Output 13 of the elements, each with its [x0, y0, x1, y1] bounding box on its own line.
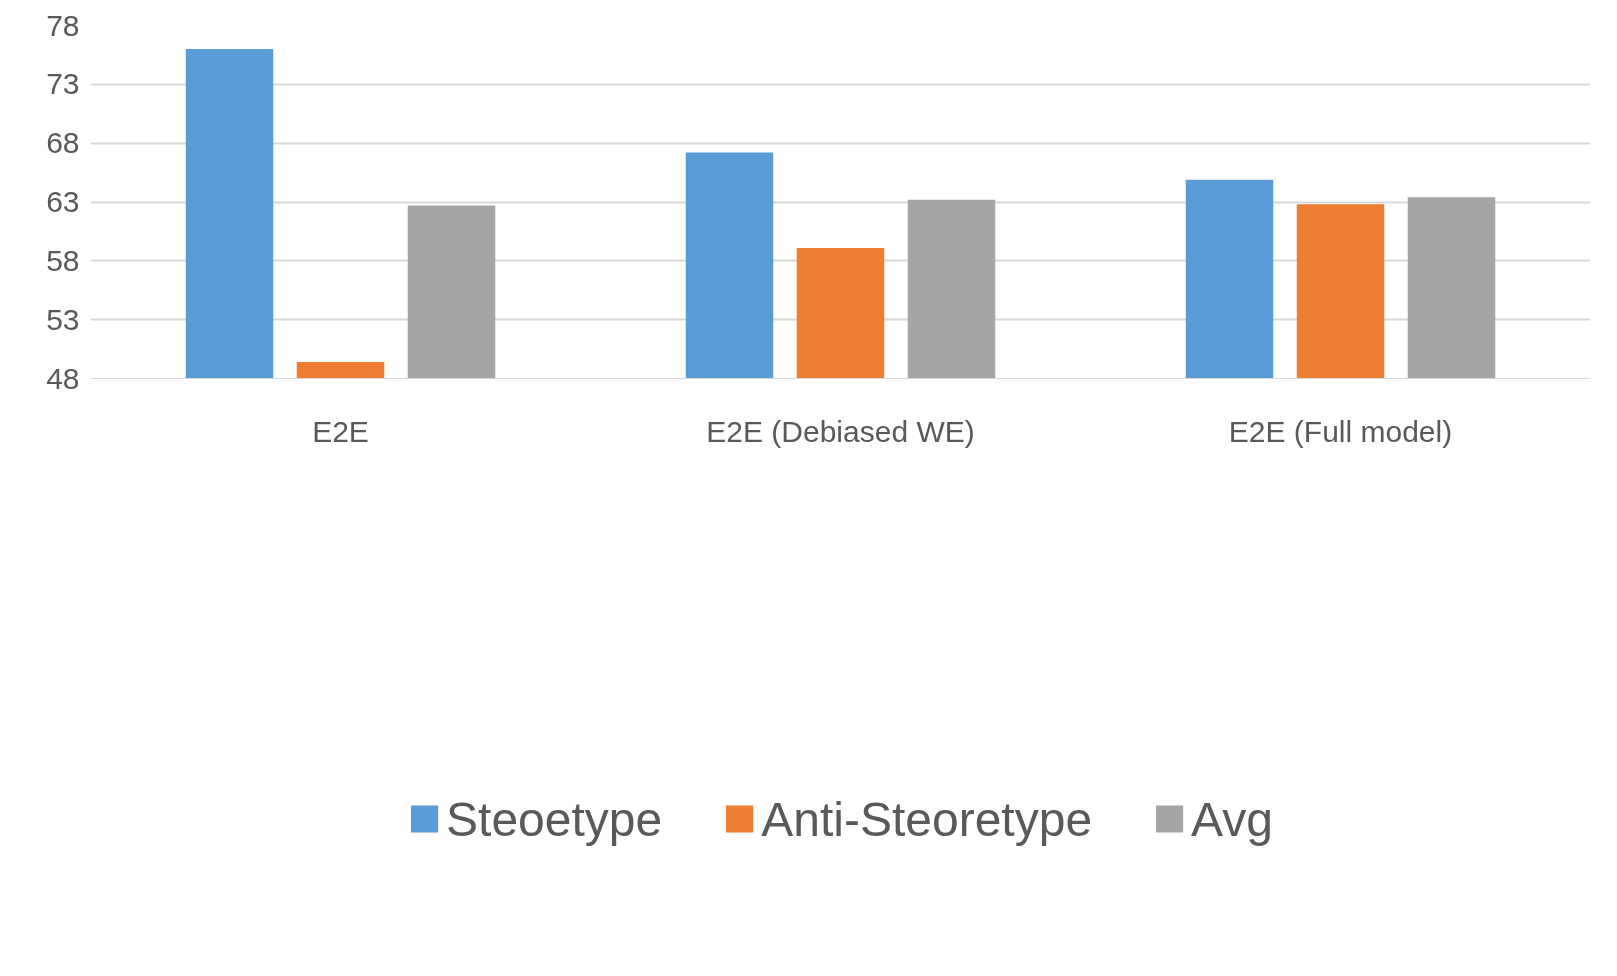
legend-label: Steoetype	[446, 791, 663, 847]
y-tick-label: 68	[46, 126, 80, 160]
x-tick-label: E2E	[312, 414, 369, 448]
legend-label: Avg	[1191, 791, 1273, 847]
y-tick-label: 58	[46, 243, 80, 277]
x-tick-label: E2E (Debiased WE)	[706, 414, 975, 448]
x-tick-label: E2E (Full model)	[1228, 414, 1453, 448]
y-tick-label: 63	[46, 185, 80, 218]
y-tick-label: 73	[46, 67, 80, 101]
legend-label: Anti-Steoretype	[761, 791, 1093, 847]
y-tick-label: 53	[46, 302, 80, 336]
y-tick-label: 48	[46, 361, 80, 395]
y-tick-label: 78	[46, 8, 80, 42]
